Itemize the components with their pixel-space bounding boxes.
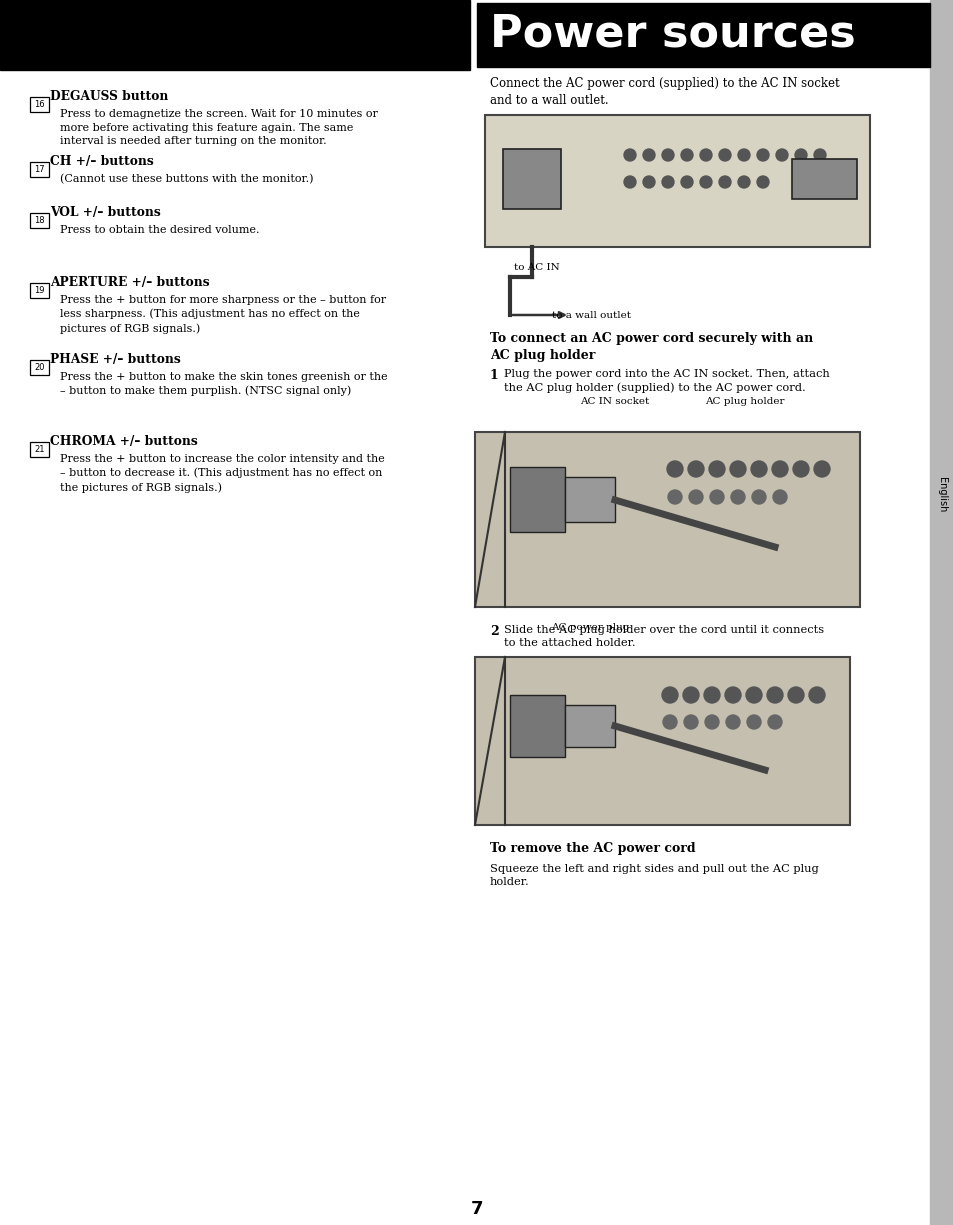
Text: Press the + button to increase the color intensity and the
– button to decrease : Press the + button to increase the color… — [60, 454, 384, 492]
Bar — [30, 283, 49, 298]
Circle shape — [666, 461, 682, 477]
Circle shape — [704, 715, 719, 729]
Text: 17: 17 — [34, 165, 45, 174]
Circle shape — [767, 715, 781, 729]
Bar — [30, 97, 49, 111]
Circle shape — [725, 715, 740, 729]
Circle shape — [775, 149, 787, 160]
Circle shape — [792, 461, 808, 477]
Bar — [564, 706, 615, 747]
Circle shape — [794, 149, 806, 160]
Text: Slide the AC plug holder over the cord until it connects
to the attached holder.: Slide the AC plug holder over the cord u… — [503, 625, 823, 648]
Text: Press to obtain the desired volume.: Press to obtain the desired volume. — [60, 225, 259, 235]
Text: to AC IN: to AC IN — [514, 262, 559, 272]
Bar — [30, 162, 49, 176]
Text: 20: 20 — [34, 363, 45, 372]
Text: AC power plug: AC power plug — [550, 624, 629, 632]
Circle shape — [738, 149, 749, 160]
Text: VOL +/– buttons: VOL +/– buttons — [50, 206, 161, 219]
Text: 16: 16 — [34, 100, 45, 109]
Circle shape — [708, 461, 724, 477]
Text: 18: 18 — [34, 216, 45, 225]
Bar — [30, 442, 49, 457]
Circle shape — [729, 461, 745, 477]
Text: Press the + button for more sharpness or the – button for
less sharpness. (This : Press the + button for more sharpness or… — [60, 295, 386, 334]
Bar — [510, 467, 564, 532]
Circle shape — [700, 176, 711, 187]
Circle shape — [750, 461, 766, 477]
Text: APERTURE +/– buttons: APERTURE +/– buttons — [50, 276, 210, 289]
Circle shape — [662, 715, 677, 729]
Bar — [510, 695, 564, 757]
Circle shape — [751, 490, 765, 503]
Text: 7: 7 — [470, 1200, 483, 1218]
Circle shape — [730, 490, 744, 503]
Circle shape — [688, 490, 702, 503]
Text: Plug the power cord into the AC IN socket. Then, attach
the AC plug holder (supp: Plug the power cord into the AC IN socke… — [503, 369, 829, 393]
Circle shape — [661, 687, 678, 703]
Circle shape — [680, 149, 692, 160]
Circle shape — [719, 176, 730, 187]
Circle shape — [700, 149, 711, 160]
Text: English: English — [936, 478, 946, 513]
Bar — [30, 213, 49, 228]
Circle shape — [642, 149, 655, 160]
Circle shape — [808, 687, 824, 703]
Text: AC IN socket: AC IN socket — [579, 397, 649, 405]
Text: Connect the AC power cord (supplied) to the AC IN socket
and to a wall outlet.: Connect the AC power cord (supplied) to … — [490, 77, 839, 107]
Circle shape — [771, 461, 787, 477]
Circle shape — [680, 176, 692, 187]
Text: to a wall outlet: to a wall outlet — [552, 310, 630, 320]
Bar — [0, 0, 470, 70]
Text: PHASE +/– buttons: PHASE +/– buttons — [50, 353, 180, 366]
Text: Squeeze the left and right sides and pull out the AC plug
holder.: Squeeze the left and right sides and pul… — [490, 864, 818, 887]
Bar — [475, 432, 859, 608]
Circle shape — [757, 149, 768, 160]
Circle shape — [813, 461, 829, 477]
Bar — [475, 657, 849, 824]
Text: 19: 19 — [34, 285, 45, 295]
Circle shape — [661, 149, 673, 160]
Text: CHROMA +/– buttons: CHROMA +/– buttons — [50, 435, 197, 448]
Circle shape — [642, 176, 655, 187]
Circle shape — [766, 687, 782, 703]
Text: (Cannot use these buttons with the monitor.): (Cannot use these buttons with the monit… — [60, 174, 314, 184]
Text: 21: 21 — [34, 445, 45, 454]
Circle shape — [813, 149, 825, 160]
Bar — [502, 149, 560, 209]
Circle shape — [738, 176, 749, 187]
Bar — [484, 115, 869, 247]
Bar — [929, 0, 953, 1225]
Text: DEGAUSS button: DEGAUSS button — [50, 89, 168, 103]
Text: To connect an AC power cord securely with an
AC plug holder: To connect an AC power cord securely wit… — [490, 332, 812, 361]
Circle shape — [703, 687, 720, 703]
Bar — [30, 360, 49, 375]
Text: Press the + button to make the skin tones greenish or the
– button to make them : Press the + button to make the skin tone… — [60, 372, 387, 397]
Circle shape — [757, 176, 768, 187]
Text: To remove the AC power cord: To remove the AC power cord — [490, 842, 695, 855]
Bar — [564, 477, 615, 522]
Circle shape — [661, 176, 673, 187]
Circle shape — [709, 490, 723, 503]
Circle shape — [682, 687, 699, 703]
Text: Press to demagnetize the screen. Wait for 10 minutes or
more before activating t: Press to demagnetize the screen. Wait fo… — [60, 109, 377, 146]
Text: CH +/– buttons: CH +/– buttons — [50, 156, 153, 168]
Circle shape — [772, 490, 786, 503]
Circle shape — [687, 461, 703, 477]
Circle shape — [746, 715, 760, 729]
Text: Power sources: Power sources — [490, 12, 855, 55]
Circle shape — [623, 149, 636, 160]
Text: AC plug holder: AC plug holder — [704, 397, 783, 405]
Circle shape — [724, 687, 740, 703]
Circle shape — [683, 715, 698, 729]
Circle shape — [787, 687, 803, 703]
Circle shape — [623, 176, 636, 187]
Circle shape — [719, 149, 730, 160]
Circle shape — [667, 490, 681, 503]
Circle shape — [745, 687, 761, 703]
Bar — [476, 2, 929, 67]
Text: 1: 1 — [490, 369, 498, 382]
Text: 2: 2 — [490, 625, 498, 638]
Bar — [791, 159, 856, 198]
